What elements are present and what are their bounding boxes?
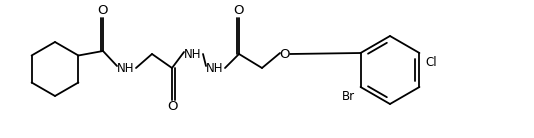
Text: O: O [234,5,244,18]
Text: NH: NH [206,62,224,75]
Text: Br: Br [341,90,355,103]
Text: NH: NH [117,62,135,75]
Text: O: O [280,47,290,60]
Text: O: O [98,5,108,18]
Text: Cl: Cl [426,55,437,68]
Text: O: O [167,100,177,113]
Text: NH: NH [184,47,202,60]
